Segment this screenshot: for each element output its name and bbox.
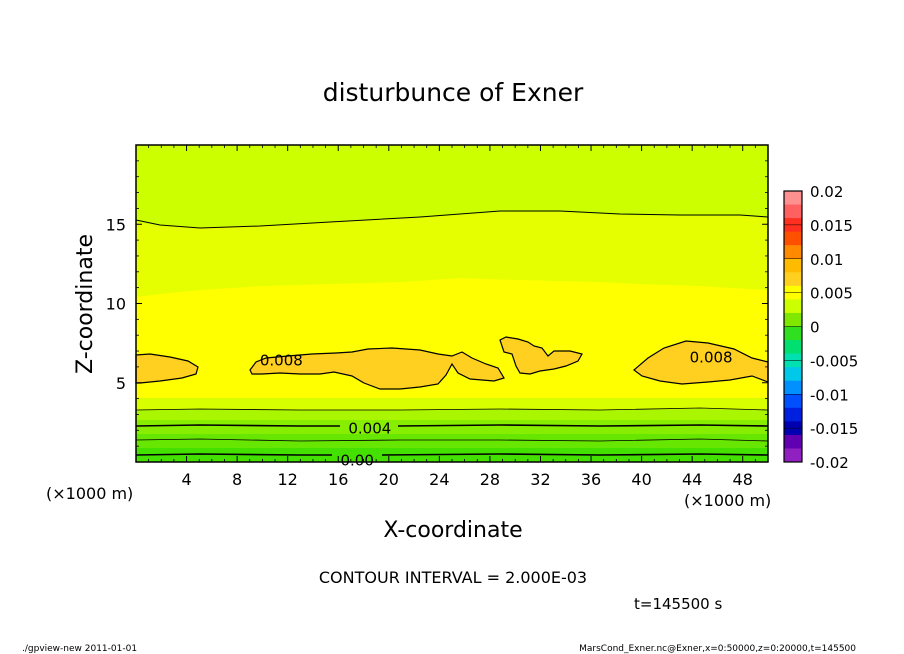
contour-fill <box>135 145 769 462</box>
footer-left: ./gpview-new 2011-01-01 <box>22 644 137 654</box>
colorbar-segment <box>784 326 802 341</box>
colorbar-tick-label: -0.015 <box>810 420 858 438</box>
fill-band-lower-green2 <box>136 409 768 420</box>
footer-right: MarsCond_Exner.nc@Exner,x=0:50000,z=0:20… <box>579 644 856 654</box>
colorbar-tick-label: -0.005 <box>810 352 858 370</box>
colorbar-tick-label: 0.015 <box>810 217 853 235</box>
y-tick-label: 10 <box>106 295 126 314</box>
contour-0004 <box>135 424 769 427</box>
contour-upper <box>135 210 769 229</box>
contour-lower-1 <box>135 407 769 411</box>
colorbar-tick-label: -0.01 <box>810 386 849 404</box>
y-tick-label: 15 <box>106 215 126 234</box>
contour-zero <box>135 453 769 456</box>
colorbar-segment <box>784 367 802 382</box>
colorbar-segment <box>784 272 802 287</box>
colorbar-tick-label: 0 <box>810 319 820 337</box>
contour-labels: 0.008 0.008 0.004 0.00 <box>260 348 733 469</box>
colorbar-segment <box>784 204 802 219</box>
colorbar-segment <box>784 231 802 246</box>
fill-band-lower-green4 <box>136 434 768 448</box>
x-tick-label: 36 <box>581 470 601 489</box>
contour-label: 0.008 <box>690 348 733 366</box>
contour-label: 0.008 <box>260 352 303 370</box>
y-axis-ticks: 5 10 15 <box>106 160 768 447</box>
y-tick-label: 5 <box>116 374 126 393</box>
contour-label: 0.00 <box>340 451 373 469</box>
fill-band-lower-green1 <box>136 398 768 410</box>
contour-interval: CONTOUR INTERVAL = 2.000E-03 <box>319 568 587 587</box>
colorbar-segment <box>784 299 802 314</box>
colorbar-segment <box>784 394 802 409</box>
time-label: t=145500 s <box>634 595 722 613</box>
y-axis-label: Z-coordinate <box>73 234 98 374</box>
x-tick-label: 32 <box>530 470 550 489</box>
colorbar-segment <box>784 340 802 355</box>
contour-label: 0.004 <box>348 420 391 438</box>
x-tick-label: 4 <box>181 470 191 489</box>
fill-band-upper-yellow <box>136 212 768 297</box>
x-tick-label: 12 <box>278 470 298 489</box>
colorbar-segment <box>784 448 802 463</box>
colorbar-segment <box>784 380 802 395</box>
colorbar-ticks: 0.02 0.015 0.01 0.005 0 -0.005 -0.01 -0.015 -0.0… <box>784 183 858 472</box>
chart-title: disturbunce of Exner <box>323 78 584 107</box>
blob-right-center <box>499 336 583 375</box>
x-tick-label: 28 <box>480 470 500 489</box>
x-tick-label: 8 <box>232 470 242 489</box>
colorbar-segment <box>784 434 802 449</box>
colorbar-segment <box>784 407 802 422</box>
x-tick-label: 40 <box>631 470 651 489</box>
contour-lines <box>135 210 769 456</box>
x-axis-ticks: 4 8 12 16 20 24 28 32 36 40 44 48 <box>148 145 756 489</box>
x-unit-left: (×1000 m) <box>46 484 133 503</box>
x-unit-right: (×1000 m) <box>684 491 771 510</box>
blob-center <box>249 347 505 390</box>
fill-band-lower-green3 <box>136 420 768 434</box>
colorbar-tick-label: 0.01 <box>810 251 843 269</box>
colorbar-segment <box>784 191 802 206</box>
x-tick-label: 44 <box>682 470 702 489</box>
colorbar-segment <box>784 245 802 260</box>
x-tick-label: 20 <box>379 470 399 489</box>
x-tick-label: 48 <box>733 470 753 489</box>
colorbar-tick-label: 0.02 <box>810 183 843 201</box>
colorbar-segment <box>784 258 802 273</box>
x-tick-label: 24 <box>429 470 449 489</box>
colorbar-tick-label: -0.02 <box>810 454 849 472</box>
colorbar-segment <box>784 312 802 327</box>
colorbar-tick-label: 0.005 <box>810 285 853 303</box>
x-tick-label: 16 <box>328 470 348 489</box>
x-axis-label: X-coordinate <box>383 518 522 543</box>
contour-lower-2 <box>135 438 769 442</box>
